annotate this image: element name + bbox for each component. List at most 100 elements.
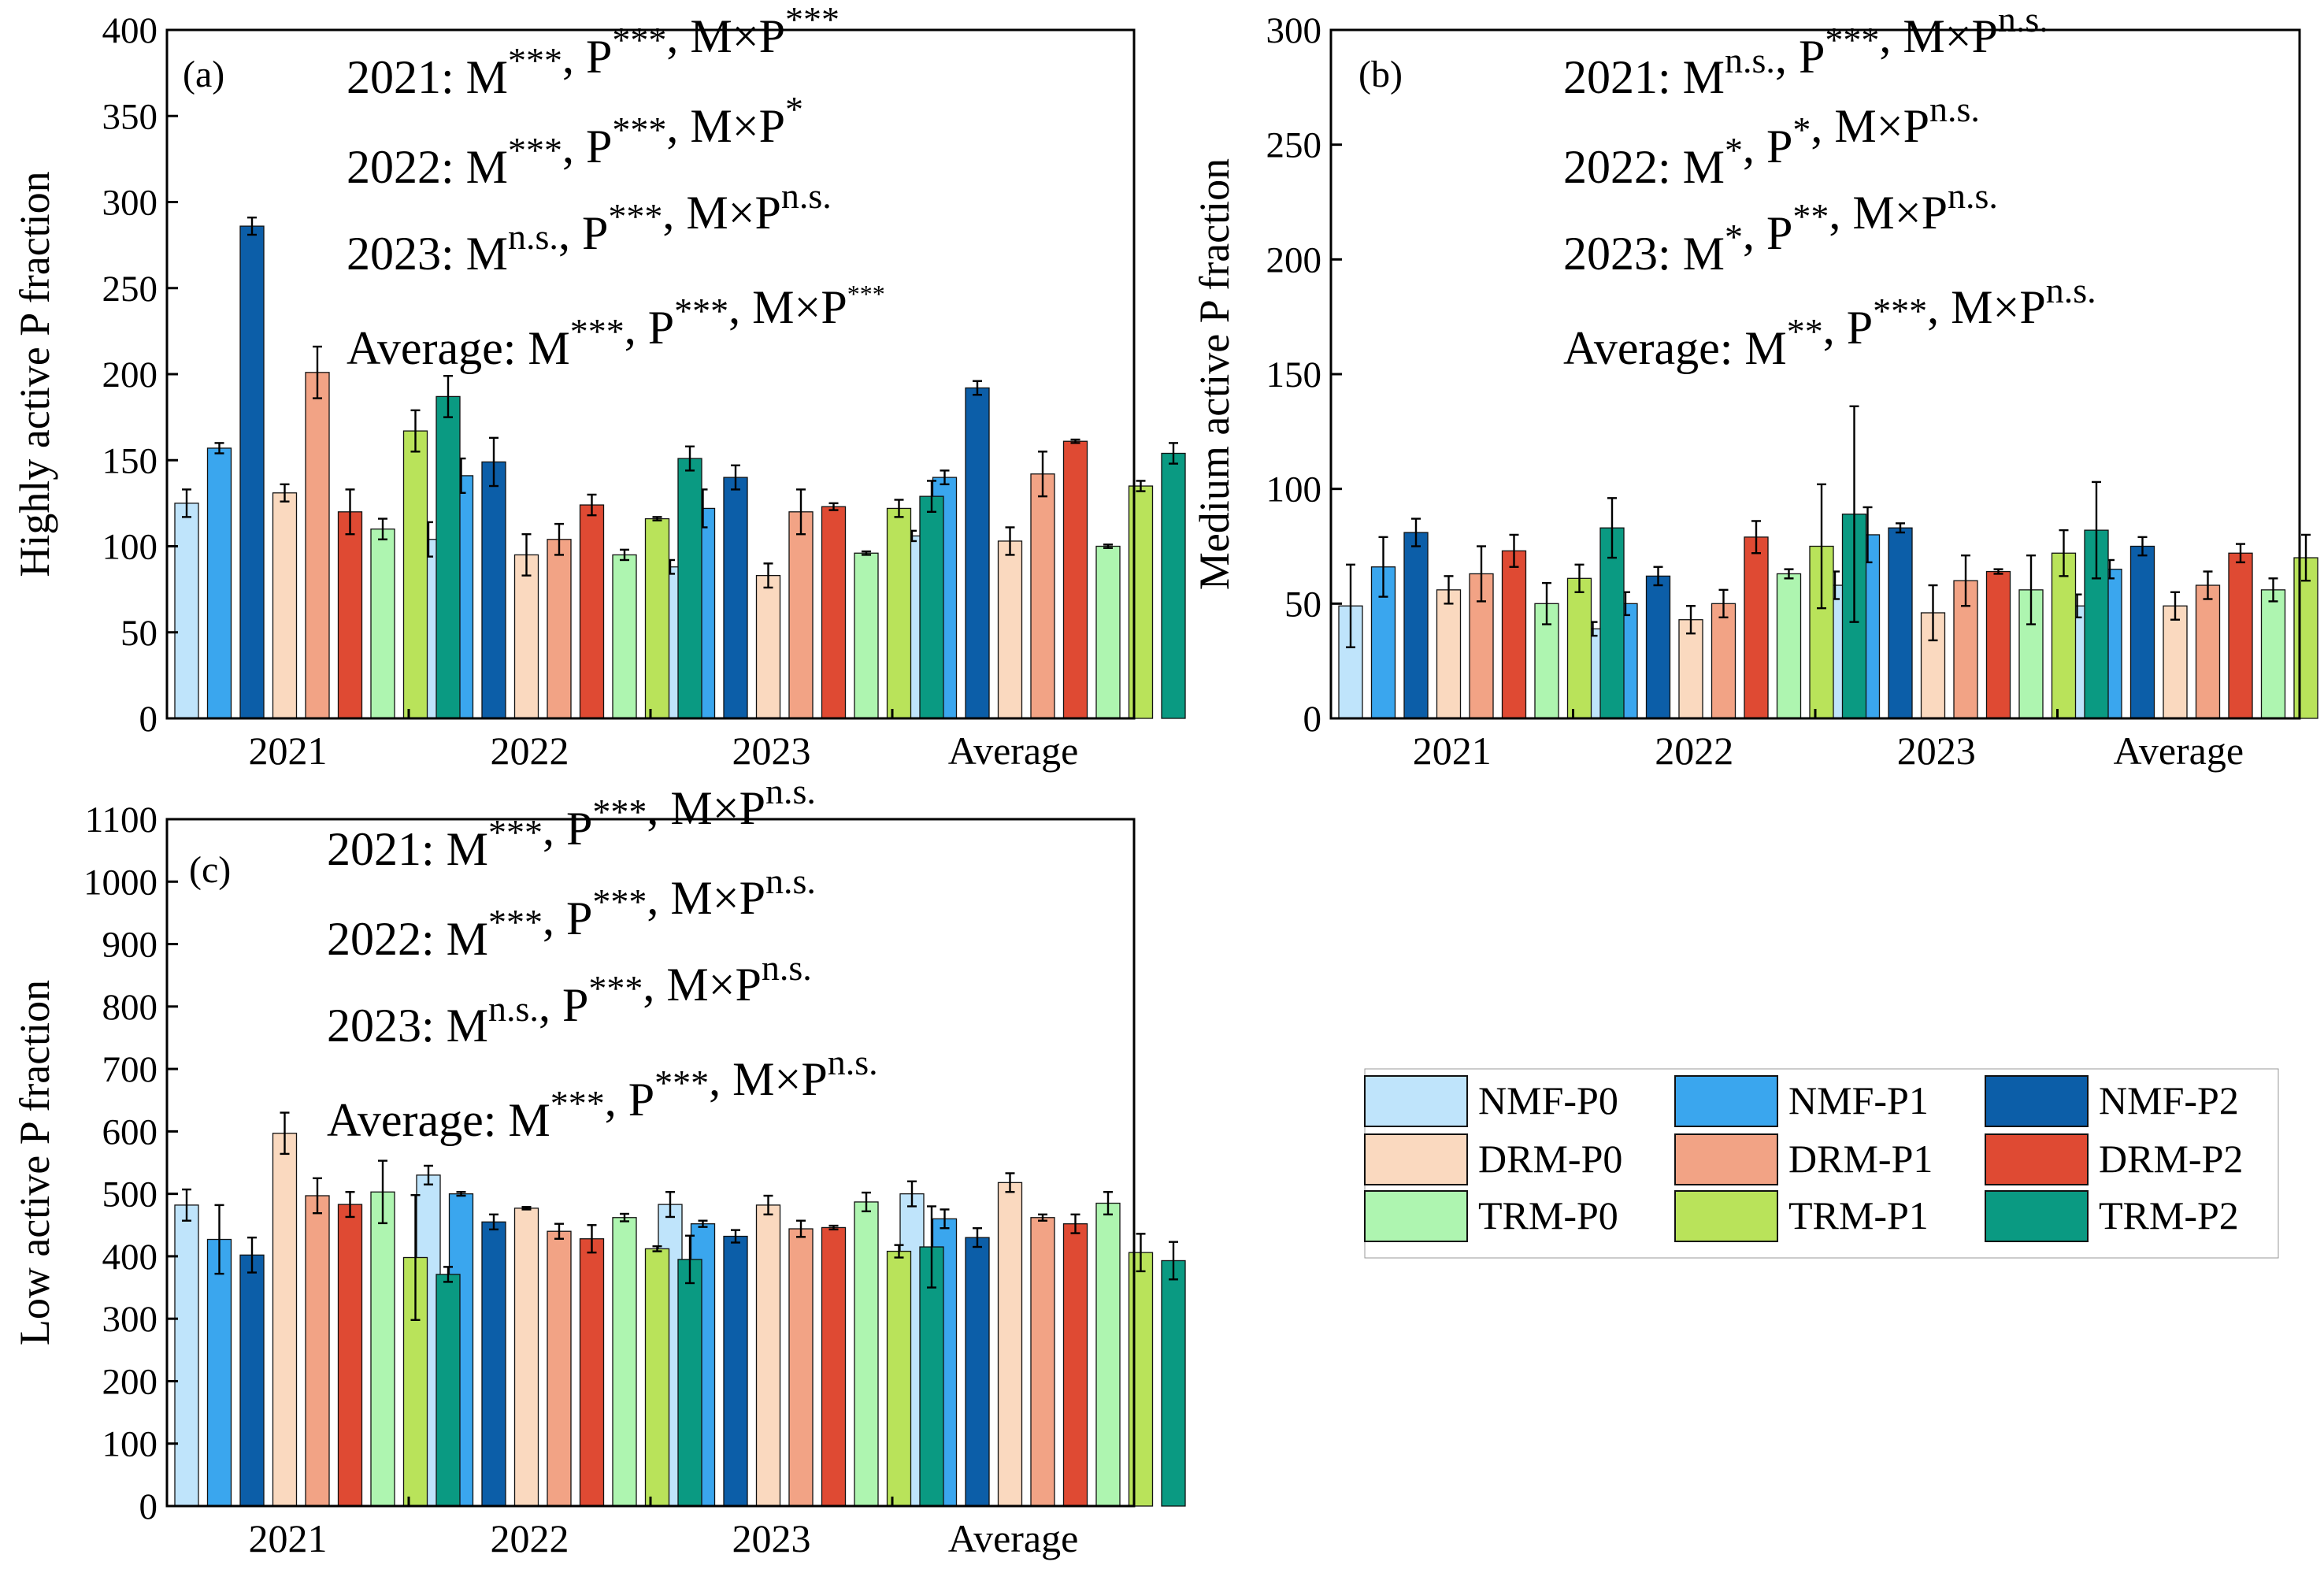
legend-swatch xyxy=(1674,1133,1778,1185)
bar xyxy=(1566,577,1592,719)
bar xyxy=(821,1226,847,1507)
bar xyxy=(997,1182,1023,1507)
bar xyxy=(854,1201,879,1507)
y-tick-label: 300 xyxy=(102,183,158,224)
bar xyxy=(723,477,748,719)
legend-label: NMF-P1 xyxy=(1788,1078,1929,1122)
y-tick-label: 300 xyxy=(1266,10,1322,51)
y-tick-label: 0 xyxy=(139,699,158,740)
significance-annotation: 2021: M***, P***, M×P*** xyxy=(347,0,840,103)
bar xyxy=(821,506,847,719)
significance-annotation: 2022: M***, P***, M×Pn.s. xyxy=(327,861,816,965)
bar xyxy=(886,1250,912,1507)
x-tick-label: Average xyxy=(948,729,1079,773)
y-tick-label: 600 xyxy=(102,1111,158,1152)
bar xyxy=(547,539,572,719)
bar xyxy=(481,461,506,719)
bar xyxy=(1501,550,1527,719)
chart-panel-c: 0 100 200 300 400 500 600 700 800 900 1000 1100 2021… xyxy=(11,771,1186,1560)
legend-label: DRM-P1 xyxy=(1788,1137,1933,1181)
legend: NMF-P0 NMF-P1 NMF-P2 DRM-P0 DRM-P1 DRM-P2 TRM-… xyxy=(1364,1068,2279,1259)
y-tick-label: 400 xyxy=(102,10,158,51)
x-tick-label: 2023 xyxy=(1897,729,1976,773)
bar xyxy=(788,511,814,719)
y-tick-label: 200 xyxy=(102,354,158,395)
bar xyxy=(206,1238,232,1507)
y-tick-label: 0 xyxy=(139,1486,158,1527)
y-tick-label: 100 xyxy=(1266,469,1322,510)
x-tick-label: Average xyxy=(948,1516,1079,1560)
bar xyxy=(239,225,265,719)
y-tick-label: 800 xyxy=(102,987,158,1028)
bar xyxy=(919,1246,944,1507)
bar xyxy=(547,1230,572,1507)
y-tick-label: 150 xyxy=(1266,354,1322,395)
legend-swatch xyxy=(1985,1190,2089,1242)
x-tick-label: Average xyxy=(2113,729,2244,773)
bar xyxy=(644,518,670,719)
bar xyxy=(436,1274,461,1507)
y-tick-label: 200 xyxy=(1266,239,1322,280)
legend-label: TRM-P2 xyxy=(2099,1193,2239,1237)
y-tick-label: 50 xyxy=(120,613,158,654)
bar xyxy=(2129,545,2155,719)
bar xyxy=(305,372,330,719)
legend-label: TRM-P1 xyxy=(1788,1193,1929,1237)
bar xyxy=(174,503,199,719)
significance-annotation: Average: M***, P***, M×Pn.s. xyxy=(327,1042,878,1146)
bar xyxy=(1403,532,1429,719)
legend-label: NMF-P0 xyxy=(1478,1078,1618,1122)
bar xyxy=(965,387,990,719)
x-tick-label: 2021 xyxy=(1413,729,1492,773)
significance-annotation: 2022: M*, P*, M×Pn.s. xyxy=(1563,89,1980,193)
bar xyxy=(1888,527,1913,719)
y-tick-label: 400 xyxy=(102,1237,158,1278)
y-tick-label: 700 xyxy=(102,1049,158,1090)
bar xyxy=(723,1235,748,1507)
bar xyxy=(272,1133,298,1507)
bar xyxy=(1645,575,1671,719)
legend-label: DRM-P2 xyxy=(2099,1137,2243,1181)
y-tick-label: 200 xyxy=(102,1361,158,1402)
bar xyxy=(1062,440,1088,719)
legend-swatch xyxy=(1985,1133,2089,1185)
bar xyxy=(2228,552,2253,719)
significance-annotation: 2023: M*, P**, M×Pn.s. xyxy=(1563,176,1998,280)
significance-annotation: Average: M**, P***, M×Pn.s. xyxy=(1563,270,2096,374)
significance-annotation: 2022: M***, P***, M×P* xyxy=(347,89,803,193)
x-tick-label: 2023 xyxy=(732,729,811,773)
y-tick-label: 250 xyxy=(1266,125,1322,166)
legend-swatch xyxy=(1364,1075,1468,1127)
bar xyxy=(436,395,461,719)
bar xyxy=(579,1238,605,1507)
panel-label: (c) xyxy=(189,849,231,891)
x-tick-label: 2021 xyxy=(249,1516,328,1560)
bar xyxy=(644,1248,670,1507)
bar xyxy=(1030,473,1055,719)
y-tick-label: 500 xyxy=(102,1174,158,1215)
bar xyxy=(337,1204,363,1507)
bar xyxy=(2293,557,2318,719)
legend-swatch xyxy=(1364,1190,1468,1242)
y-tick-label: 250 xyxy=(102,269,158,310)
legend-label: TRM-P0 xyxy=(1478,1193,1618,1237)
bar xyxy=(2260,589,2286,719)
bar xyxy=(305,1195,330,1507)
bar xyxy=(677,1259,702,1507)
x-tick-label: 2021 xyxy=(249,729,328,773)
legend-swatch xyxy=(1364,1133,1468,1185)
bar xyxy=(513,1208,539,1507)
y-tick-label: 900 xyxy=(102,925,158,966)
legend-swatch xyxy=(1674,1190,1778,1242)
legend-label: NMF-P2 xyxy=(2099,1078,2239,1122)
y-axis-title: Highly active P fraction xyxy=(11,171,58,577)
panel-label: (b) xyxy=(1358,54,1403,95)
significance-annotation: 2021: M***, P***, M×Pn.s. xyxy=(327,771,816,875)
bar xyxy=(1161,1260,1186,1507)
y-tick-label: 100 xyxy=(102,1424,158,1465)
x-tick-label: 2022 xyxy=(491,1516,569,1560)
x-tick-label: 2022 xyxy=(491,729,569,773)
bar xyxy=(370,529,395,719)
bar xyxy=(337,511,363,719)
